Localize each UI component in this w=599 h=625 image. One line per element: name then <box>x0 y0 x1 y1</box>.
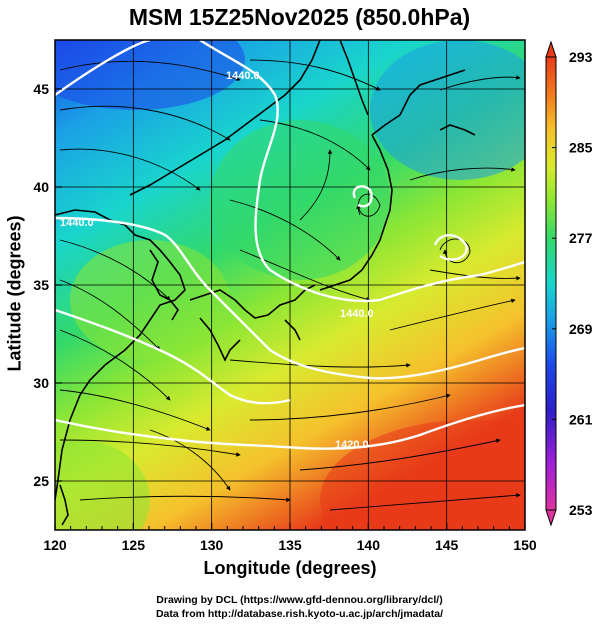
x-axis-ticks: 120 125 130 135 140 145 150 <box>43 523 537 553</box>
colorbar-tick-label: 253 <box>569 502 593 518</box>
colorbar-top-arrow <box>545 40 557 58</box>
wind-streamlines <box>59 59 521 511</box>
colorbar-ticks: 293 285 277 269 261 253 <box>552 49 593 518</box>
x-tick-label: 140 <box>357 537 381 553</box>
y-axis-label: Latitude (degrees) <box>4 215 25 372</box>
x-axis-label: Longitude (degrees) <box>203 558 377 578</box>
x-tick-label: 145 <box>435 537 459 553</box>
colorbar: 293 285 277 269 261 253 <box>545 40 593 527</box>
colorbar-tick-label: 277 <box>569 230 593 246</box>
x-tick-label: 135 <box>278 537 302 553</box>
contour-labels: 1440.0 1440.0 1440.0 1420.0 <box>60 70 374 451</box>
contour-label: 1440.0 <box>340 308 374 320</box>
height-contours <box>55 40 525 450</box>
y-axis-ticks: 25 30 35 40 45 <box>33 81 62 489</box>
contour-label: 1440.0 <box>60 217 94 229</box>
temperature-field <box>55 40 525 530</box>
y-tick-label: 40 <box>33 179 49 195</box>
contour-label: 1420.0 <box>335 439 369 451</box>
y-tick-label: 45 <box>33 81 49 97</box>
y-tick-label: 30 <box>33 375 49 391</box>
x-tick-label: 120 <box>43 537 67 553</box>
colorbar-tick-label: 285 <box>569 140 593 156</box>
y-tick-label: 35 <box>33 277 49 293</box>
credit-drawing: Drawing by DCL (https://www.gfd-dennou.o… <box>156 594 443 606</box>
colorbar-tick-label: 293 <box>569 49 593 65</box>
x-tick-label: 125 <box>122 537 146 553</box>
colorbar-bottom-arrow <box>545 509 557 527</box>
colorbar-body <box>545 56 557 511</box>
y-tick-label: 25 <box>33 473 49 489</box>
colorbar-tick-label: 261 <box>569 411 593 427</box>
credit-data: Data from http://database.rish.kyoto-u.a… <box>155 608 444 620</box>
colorbar-tick-label: 269 <box>569 321 593 337</box>
x-tick-label: 130 <box>200 537 224 553</box>
contour-label: 1440.0 <box>226 70 260 82</box>
chart-title: MSM 15Z25Nov2025 (850.0hPa) <box>128 4 471 30</box>
x-tick-label: 150 <box>513 537 537 553</box>
